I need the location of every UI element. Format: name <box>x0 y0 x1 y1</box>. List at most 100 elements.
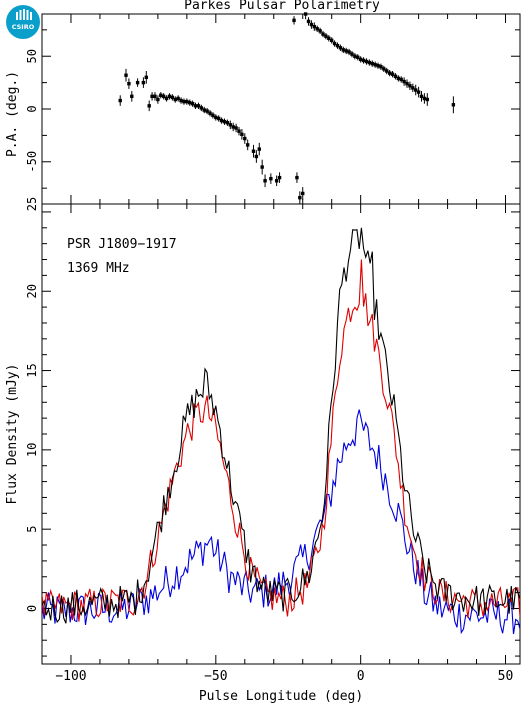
pa-point <box>335 42 340 49</box>
pa-point <box>150 92 154 101</box>
x-tick-label: 0 <box>357 669 365 684</box>
pa-point <box>196 102 201 109</box>
pa-point <box>144 71 148 84</box>
pa-point <box>373 61 377 68</box>
pa-y-tick-label: -50 <box>25 151 39 173</box>
pa-point <box>405 79 409 88</box>
pa-y-tick-label: 0 <box>25 105 39 112</box>
csiro-logo: CSIRO <box>6 5 40 39</box>
pa-point <box>179 97 183 104</box>
pa-point <box>318 27 322 35</box>
flux-y-axis-label: Flux Density (mJy) <box>5 364 20 505</box>
pa-point <box>396 75 401 82</box>
pa-point <box>269 173 273 184</box>
pa-point <box>309 20 314 29</box>
pa-point <box>324 33 328 40</box>
pa-point <box>225 119 230 126</box>
pa-panel-frame <box>41 13 521 205</box>
pa-point <box>245 139 250 151</box>
pa-y-ticks: -50 0 50 <box>25 29 520 189</box>
pa-point <box>332 40 337 47</box>
pa-point <box>170 94 175 101</box>
x-tick-label: −100 <box>55 669 86 684</box>
pa-point <box>425 93 429 106</box>
pa-point <box>387 69 392 77</box>
pa-point <box>228 120 233 130</box>
pa-panel: -50 0 50 P.A. (deg.) <box>5 12 521 205</box>
pa-point <box>451 96 456 114</box>
pa-y-tick-label: 50 <box>25 49 39 63</box>
pa-point <box>237 126 241 136</box>
pa-point <box>414 84 418 96</box>
pa-point <box>208 110 212 117</box>
pa-point <box>376 62 380 69</box>
pa-point <box>402 77 406 86</box>
pa-point <box>167 93 172 100</box>
pa-points <box>118 12 456 204</box>
pa-point <box>222 118 227 125</box>
pa-point <box>419 91 424 102</box>
flux-series <box>42 227 520 635</box>
pa-point <box>124 68 128 82</box>
pa-point <box>379 63 383 70</box>
pa-point <box>243 133 247 144</box>
frequency-label: 1369 MHz <box>67 261 130 276</box>
pa-point <box>295 172 299 183</box>
pa-point <box>202 106 206 114</box>
pa-point <box>301 187 305 200</box>
x-tick-label: 50 <box>498 669 514 684</box>
pa-point <box>292 16 296 25</box>
x-axis-label: Pulse Longitude (deg) <box>199 689 363 704</box>
flux-y-tick-label: 10 <box>25 443 39 457</box>
pa-point <box>382 65 386 73</box>
pa-point <box>234 123 238 133</box>
pa-point <box>306 17 311 26</box>
pa-point <box>411 83 415 93</box>
pa-point <box>127 78 131 89</box>
flux-y-tick-label: 20 <box>25 284 39 298</box>
pa-point <box>156 95 160 104</box>
pa-point <box>231 122 235 132</box>
flux-y-tick-label: 0 <box>25 605 39 612</box>
pa-point <box>408 81 412 90</box>
x-tick-label: −50 <box>204 669 227 684</box>
pa-point <box>118 95 122 106</box>
pa-point <box>370 60 374 67</box>
pa-point <box>205 107 209 115</box>
pa-point <box>341 46 345 54</box>
csiro-logo-text: CSIRO <box>12 23 35 31</box>
pa-point <box>399 76 403 83</box>
pa-point <box>182 98 186 105</box>
pa-point <box>159 92 163 99</box>
flux-y-tick-label: 5 <box>25 526 39 533</box>
pa-point <box>303 12 308 20</box>
pa-point <box>211 112 215 119</box>
pa-point <box>277 172 282 183</box>
pa-point <box>193 102 198 109</box>
pa-point <box>199 104 204 112</box>
pa-point <box>254 150 259 163</box>
pa-point <box>422 93 427 104</box>
pa-point <box>263 174 267 188</box>
pa-point <box>298 191 302 204</box>
pa-point <box>188 99 192 106</box>
pa-point <box>257 142 261 156</box>
pa-point <box>260 159 264 175</box>
pa-point <box>161 93 166 100</box>
pa-point <box>356 54 360 61</box>
pa-point <box>416 86 421 98</box>
pa-point <box>190 100 195 107</box>
pa-point <box>130 91 134 102</box>
pa-y-axis-label: P.A. (deg.) <box>5 71 20 157</box>
pa-point <box>214 114 218 121</box>
pa-point <box>185 98 189 105</box>
pa-x-ticks <box>70 14 507 204</box>
pa-point <box>176 95 180 102</box>
flux-y-tick-label: 15 <box>25 363 39 377</box>
pa-point <box>350 50 354 58</box>
csiro-logo-bars <box>16 9 32 20</box>
pa-point <box>321 30 325 38</box>
pa-point <box>338 44 343 51</box>
pa-point <box>312 22 317 31</box>
